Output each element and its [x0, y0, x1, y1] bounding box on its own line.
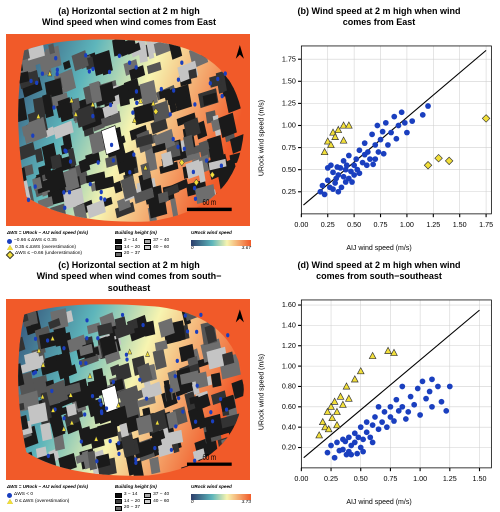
svg-text:0.40: 0.40 — [282, 423, 296, 431]
title-c-1: (c) Horizontal section at 2 m high — [58, 260, 200, 270]
title-a-1: (a) Horizontal section at 2 m high — [58, 6, 200, 16]
ylabel-d: URock wind speed (m/s) — [259, 354, 266, 430]
panel-c-title: (c) Horizontal section at 2 m high Wind … — [4, 258, 254, 297]
svg-text:0.80: 0.80 — [282, 382, 296, 390]
svg-text:60 m: 60 m — [203, 196, 217, 206]
panel-b-title: (b) Wind speed at 2 m high when wind com… — [254, 4, 500, 32]
svg-text:0.75: 0.75 — [374, 221, 388, 229]
svg-text:0.50: 0.50 — [282, 165, 296, 173]
legend-a: ΔWS = URock − AIJ wind speed (m/s)−0.66 … — [4, 228, 254, 258]
title-d-1: (d) Wind speed at 2 m high when wind — [298, 260, 461, 270]
scatter-d: URock wind speed (m/s) 0.000.250.500.751… — [266, 286, 498, 500]
svg-text:0.50: 0.50 — [354, 475, 368, 483]
panel-d-title: (d) Wind speed at 2 m high when wind com… — [254, 258, 500, 286]
svg-text:0.25: 0.25 — [324, 475, 338, 483]
title-c-2: Wind speed when wind comes from south− — [37, 271, 222, 281]
xlabel-d: AIJ wind speed (m/s) — [254, 499, 500, 512]
svg-text:1.75: 1.75 — [282, 55, 296, 63]
legend-c: ΔWS = URock − AIJ wind speed (m/s)ΔWS < … — [4, 482, 254, 512]
title-b-2: comes from East — [343, 17, 416, 27]
svg-text:0.25: 0.25 — [282, 187, 296, 195]
svg-text:1.60: 1.60 — [282, 301, 296, 309]
title-a-2: Wind speed when wind comes from East — [42, 17, 216, 27]
svg-text:1.75: 1.75 — [479, 221, 493, 229]
svg-text:1.50: 1.50 — [473, 475, 487, 483]
svg-text:1.25: 1.25 — [282, 99, 296, 107]
title-b-1: (b) Wind speed at 2 m high when wind — [298, 6, 461, 16]
svg-text:0.60: 0.60 — [282, 403, 296, 411]
ylabel-b: URock wind speed (m/s) — [259, 100, 266, 176]
svg-text:0.25: 0.25 — [321, 221, 335, 229]
svg-text:1.00: 1.00 — [413, 475, 427, 483]
svg-text:0.20: 0.20 — [282, 443, 296, 451]
svg-text:0.75: 0.75 — [282, 143, 296, 151]
panel-b: (b) Wind speed at 2 m high when wind com… — [254, 4, 500, 258]
svg-text:0.00: 0.00 — [294, 475, 308, 483]
svg-text:1.20: 1.20 — [282, 341, 296, 349]
panel-a-title: (a) Horizontal section at 2 m high Wind … — [4, 4, 254, 32]
xlabel-b: AIJ wind speed (m/s) — [254, 245, 500, 258]
map-c: 60 m — [6, 299, 250, 481]
svg-text:1.40: 1.40 — [282, 321, 296, 329]
panel-d: (d) Wind speed at 2 m high when wind com… — [254, 258, 500, 512]
svg-text:0.00: 0.00 — [294, 221, 308, 229]
map-a: 60 m — [6, 34, 250, 227]
svg-text:1.00: 1.00 — [282, 121, 296, 129]
scatter-b: URock wind speed (m/s) 0.000.250.500.751… — [266, 32, 498, 246]
svg-text:0.75: 0.75 — [383, 475, 397, 483]
svg-text:1.50: 1.50 — [453, 221, 467, 229]
svg-text:60 m: 60 m — [203, 454, 217, 462]
svg-text:1.25: 1.25 — [443, 475, 457, 483]
title-c-3: southeast — [108, 283, 151, 293]
panel-c: (c) Horizontal section at 2 m high Wind … — [4, 258, 254, 512]
svg-text:1.00: 1.00 — [400, 221, 414, 229]
svg-text:1.00: 1.00 — [282, 362, 296, 370]
title-d-2: comes from south−southeast — [316, 271, 442, 281]
panel-a: (a) Horizontal section at 2 m high Wind … — [4, 4, 254, 258]
svg-text:0.50: 0.50 — [347, 221, 361, 229]
svg-text:1.25: 1.25 — [426, 221, 440, 229]
svg-text:1.50: 1.50 — [282, 77, 296, 85]
